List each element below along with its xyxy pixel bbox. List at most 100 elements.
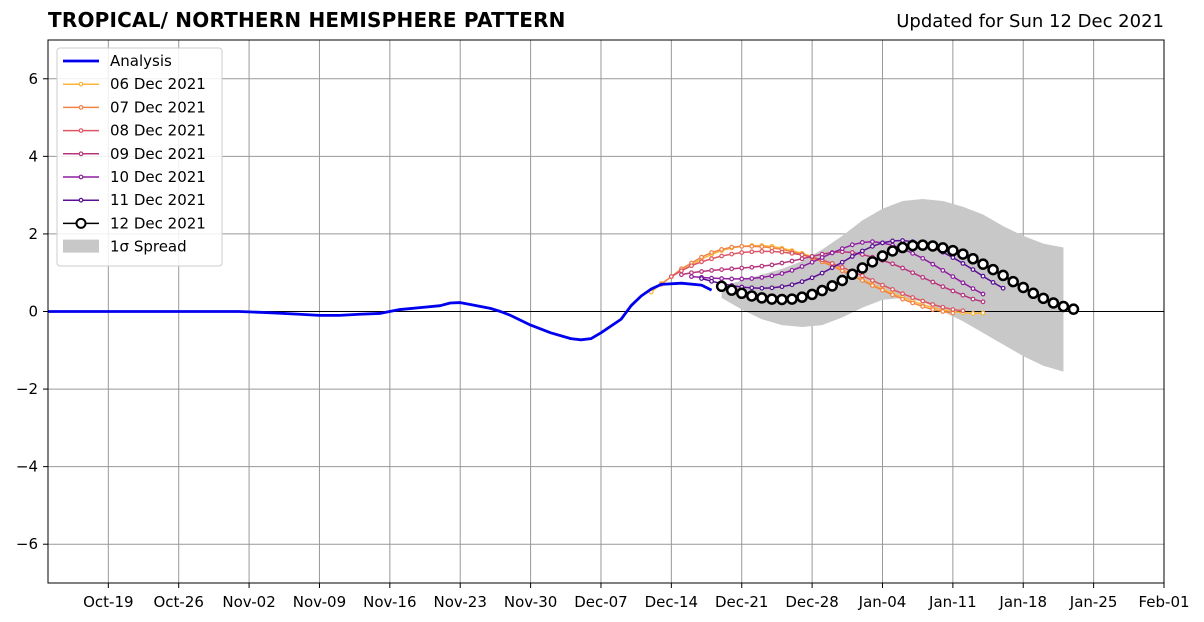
legend-swatch-marker [78,81,84,87]
series-point [729,251,735,257]
series-point [786,293,798,305]
series-point [789,282,795,288]
series-point [910,300,916,306]
series-point [970,311,976,316]
series-point [920,298,926,304]
series-point [816,284,828,297]
y-tick-label: 4 [28,147,38,165]
series-point [960,308,966,314]
series-point [950,274,956,279]
legend-swatch-area [63,239,99,253]
series-point [880,240,885,246]
y-tick-label: 2 [28,225,38,243]
series-point [739,250,745,255]
legend-entry: 10 Dec 2021 [63,168,206,186]
series-point [900,265,905,271]
legend-entry: Analysis [63,52,172,70]
series-point [930,279,936,285]
legend-entry: 1σ Spread [63,238,187,256]
series-point [839,264,845,270]
series-point [689,263,694,269]
legend-box [56,47,223,267]
series-point [719,247,725,252]
series-point [739,265,745,271]
series-point [1007,275,1019,288]
legend-label: 07 Dec 2021 [110,98,206,116]
series-point [779,284,785,290]
x-tick-label: Nov-16 [363,593,416,611]
series-point [799,264,805,269]
series-point [849,254,855,259]
series-point [900,296,905,302]
series-point [960,292,966,298]
series-point [906,239,919,252]
series-point [759,248,765,254]
series-point [749,249,755,255]
legend-entry: 07 Dec 2021 [63,98,206,116]
series-point [789,258,795,264]
legend-label: 10 Dec 2021 [110,168,206,186]
series-point [729,276,735,282]
series-point [980,273,986,279]
x-tick-label: Dec-21 [715,593,769,611]
series-point [859,278,865,283]
series-point [930,302,936,307]
series-point [970,286,976,292]
x-tick-label: Jan-11 [928,593,977,611]
y-tick-label: −4 [16,458,38,476]
series-point [930,307,936,312]
legend-swatch-marker [78,128,84,134]
series-point [679,272,684,278]
series-point [987,263,999,276]
series-point [960,261,966,266]
series-point [910,295,916,300]
legend-entry: 08 Dec 2021 [63,122,206,140]
series-point [849,242,855,248]
series-point [977,258,989,270]
series-point [1037,292,1050,305]
axes: Oct-19 Oct-26 Nov-02 Nov-09 Nov-16 Nov-23 Nov-… [16,39,1190,611]
series-point [859,240,865,245]
legend-label: 12 Dec 2021 [110,214,206,232]
series-point [679,268,684,274]
series-point [980,299,986,305]
series-12-dec-2021 [715,239,1080,315]
series-point [759,263,765,269]
series-point [766,293,778,305]
series-point [809,275,815,281]
series-point [890,292,895,298]
series-point [870,243,875,249]
series-point [866,256,879,268]
x-tick-label: Feb-01 [1138,593,1189,611]
series-point [799,256,805,262]
legend-label: 1σ Spread [110,238,187,256]
series-point [980,291,986,297]
series-point [916,239,929,251]
series-point [746,290,758,302]
series-point [799,279,805,285]
series-point [876,250,889,262]
legend-swatch-marker [75,217,87,229]
series-point [870,239,875,245]
series-point [910,250,916,256]
series-point [957,248,969,260]
series-point [1017,281,1029,294]
series-point [709,256,714,262]
series-point [776,293,788,306]
series-point [896,241,909,254]
x-tick-label: Dec-14 [645,593,699,611]
series-point [709,250,714,255]
series-point [940,284,946,290]
series-point [759,274,765,280]
series-point [920,304,926,309]
analysis-line [48,281,713,342]
series-point [940,304,946,310]
series-point [719,276,725,281]
series-point [789,267,795,273]
series-point [940,267,946,273]
x-tick-label: Nov-30 [504,593,557,611]
series-point [829,250,835,256]
series-point [709,278,714,284]
series-point [1067,303,1080,315]
series-point [880,282,885,288]
